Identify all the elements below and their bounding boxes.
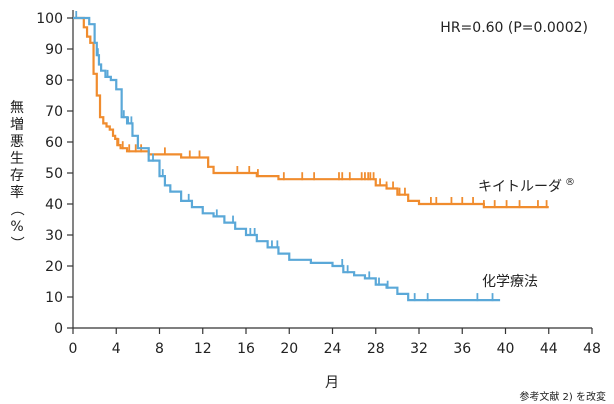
y-tick-label: 40 bbox=[45, 197, 63, 213]
x-tick-label: 32 bbox=[410, 341, 428, 357]
x-axis-label: 月 bbox=[325, 375, 339, 391]
y-axis-label-char: 生 bbox=[10, 151, 24, 167]
y-axis-label-char: （ bbox=[8, 202, 24, 216]
series-label-keytruda-mark: ® bbox=[565, 177, 575, 188]
series-label-chemo: 化学療法 bbox=[482, 273, 538, 290]
x-tick-label: 48 bbox=[583, 341, 601, 357]
y-axis-label-char: 悪 bbox=[10, 134, 24, 150]
y-tick-label: 60 bbox=[45, 135, 63, 151]
y-tick-label: 100 bbox=[36, 11, 63, 27]
source-note: 参考文献 2) を改変 bbox=[519, 390, 606, 403]
y-axis-label-char: % bbox=[10, 219, 23, 235]
x-tick-label: 36 bbox=[453, 341, 471, 357]
text-layer: HR=0.60 (P=0.0002) 月 参考文献 2) を改変 0 4 8 12 16… bbox=[8, 11, 606, 403]
series-line-chemo bbox=[73, 16, 501, 302]
x-tick-label: 12 bbox=[194, 341, 212, 357]
x-tick-label: 28 bbox=[367, 341, 385, 357]
x-tick-label: 0 bbox=[69, 341, 78, 357]
y-tick-label: 80 bbox=[45, 73, 63, 89]
series-layer bbox=[73, 11, 549, 302]
y-tick-label: 30 bbox=[45, 228, 63, 244]
annotation-hr: HR=0.60 (P=0.0002) bbox=[440, 20, 588, 36]
series-line-keytruda bbox=[73, 16, 549, 209]
x-tick-label: 8 bbox=[155, 341, 164, 357]
y-tick-label: 0 bbox=[54, 321, 63, 337]
y-axis-label-char: ） bbox=[8, 236, 24, 250]
series-label-keytruda: キイトルーダ bbox=[478, 179, 562, 195]
x-tick-label: 24 bbox=[324, 341, 342, 357]
x-tick-label: 40 bbox=[497, 341, 515, 357]
y-tick-label: 20 bbox=[45, 259, 63, 275]
x-tick-label: 44 bbox=[540, 341, 558, 357]
y-tick-label: 90 bbox=[45, 42, 63, 58]
y-tick-label: 50 bbox=[45, 166, 63, 182]
axes bbox=[67, 10, 593, 334]
x-tick-label: 4 bbox=[112, 341, 121, 357]
y-tick-label: 10 bbox=[45, 290, 63, 306]
y-axis-label-char: 存 bbox=[10, 168, 24, 184]
y-axis-label-char: 増 bbox=[10, 117, 24, 133]
y-tick-label: 70 bbox=[45, 104, 63, 120]
x-tick-label: 20 bbox=[280, 341, 298, 357]
y-axis-label-char: 無 bbox=[10, 100, 24, 116]
x-tick-label: 16 bbox=[237, 341, 255, 357]
y-axis-label-char: 率 bbox=[10, 184, 24, 201]
